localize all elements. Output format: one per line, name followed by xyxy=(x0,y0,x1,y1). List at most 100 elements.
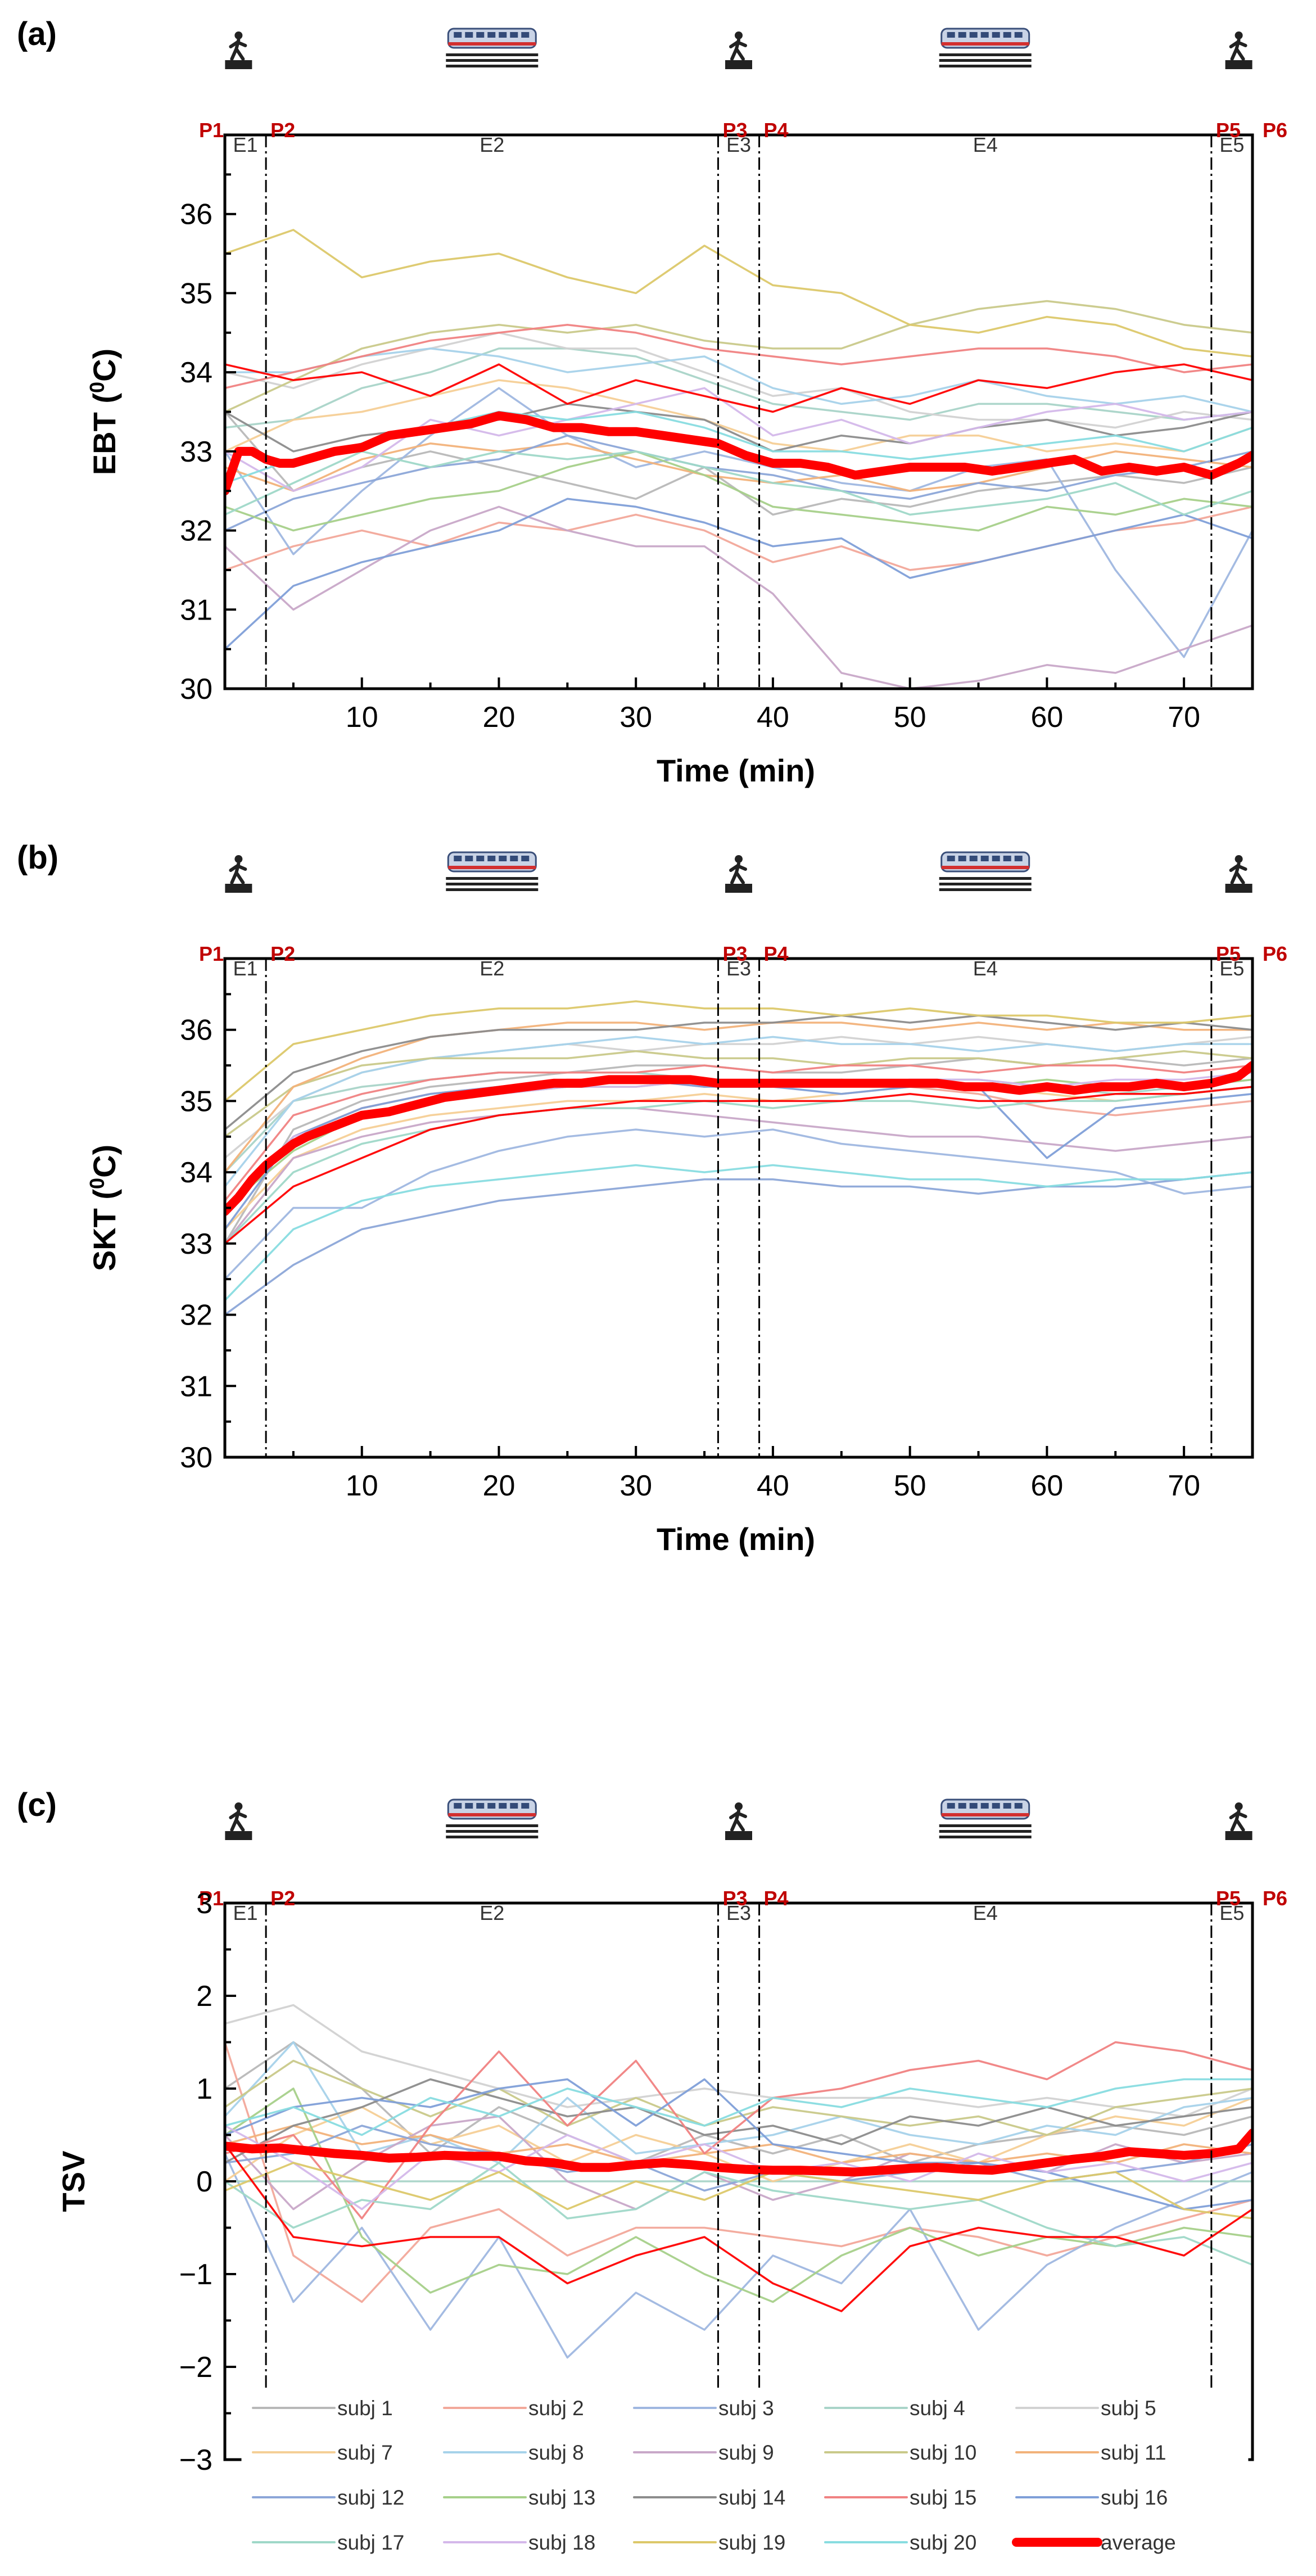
legend-entry: subj 20 xyxy=(824,2531,976,2554)
series-line-subj-17 xyxy=(225,2162,1252,2266)
x-tick-label: 70 xyxy=(1168,701,1200,734)
legend-label: subj 16 xyxy=(1101,2486,1168,2509)
environment-label: E3 xyxy=(726,1901,751,1924)
train-icon xyxy=(446,1798,539,1838)
train-icon-window xyxy=(510,856,518,861)
environment-label: E1 xyxy=(233,957,258,980)
legend-entry: subj 5 xyxy=(1015,2397,1156,2420)
series-line-subj-18 xyxy=(225,2125,1252,2211)
series-line-subj-10 xyxy=(225,1050,1252,1138)
subject-series-group xyxy=(225,229,1252,689)
series-line-subj-15 xyxy=(225,2041,1252,2220)
legend-label: subj 18 xyxy=(528,2531,595,2554)
legend-label: subj 9 xyxy=(718,2441,774,2464)
x-tick-label: 30 xyxy=(619,701,652,734)
walk-icon-figure xyxy=(1229,38,1247,61)
train-icon-window xyxy=(947,32,955,38)
phase-label: P2 xyxy=(270,119,295,142)
series-line-subj-19 xyxy=(225,229,1252,358)
x-tick-label: 20 xyxy=(483,1470,515,1502)
y-tick-label: 31 xyxy=(180,1370,212,1403)
legend-label: subj 7 xyxy=(337,2441,393,2464)
train-icon-window xyxy=(1003,856,1011,861)
train-icon-window xyxy=(476,856,485,861)
legend-label: subj 17 xyxy=(337,2531,404,2554)
series-line-subj-17 xyxy=(225,1086,1252,1245)
y-tick-label: 36 xyxy=(180,198,212,231)
legend-label: subj 15 xyxy=(910,2486,976,2509)
train-icon-window xyxy=(499,32,507,38)
panel-letter: (c) xyxy=(17,1787,57,1823)
series-line-subj-18 xyxy=(225,387,1252,492)
train-icon-window xyxy=(510,1803,518,1809)
y-tick-label: 32 xyxy=(180,1299,212,1332)
x-tick-label: 40 xyxy=(757,1470,789,1502)
legend-label: subj 1 xyxy=(337,2397,393,2420)
environment-label: E4 xyxy=(973,133,998,156)
series-line-subj-8 xyxy=(225,347,1252,413)
series-line-subj-16 xyxy=(225,1078,1252,1230)
environment-label: E4 xyxy=(973,1901,998,1924)
train-icon-window xyxy=(454,856,462,861)
phase-label: P6 xyxy=(1263,119,1287,142)
environment-label: E2 xyxy=(480,1901,504,1924)
pedestrian-icon xyxy=(1225,31,1252,69)
y-tick-label: 0 xyxy=(196,2166,212,2198)
series-line-subj-19 xyxy=(225,2162,1252,2220)
y-tick-label: 2 xyxy=(196,1980,212,2013)
series-line-subj-1 xyxy=(225,2041,1252,2164)
series-line-average xyxy=(225,363,1252,413)
phase-label: P5 xyxy=(1216,119,1241,142)
train-icon-stripe xyxy=(941,866,1029,869)
train-icon xyxy=(446,28,539,67)
train-icon-window xyxy=(521,856,530,861)
train-icon-track xyxy=(446,1830,539,1833)
series-line-subj-20 xyxy=(225,2078,1252,2136)
train-icon-track xyxy=(446,59,539,62)
y-tick-label: 32 xyxy=(180,515,212,548)
x-tick-label: 60 xyxy=(1030,1470,1063,1502)
y-axis-title-main: TSV xyxy=(56,2151,91,2212)
y-tick-label: 35 xyxy=(180,277,212,310)
train-icon-window xyxy=(980,32,989,38)
phase-label: P1 xyxy=(199,119,224,142)
panel-letter: (a) xyxy=(17,16,57,52)
environment-label: E5 xyxy=(1219,1901,1244,1924)
x-tick-label: 10 xyxy=(346,1470,378,1502)
pedestrian-icon xyxy=(725,31,752,69)
phase-label: P5 xyxy=(1216,942,1241,965)
legend-entry: subj 11 xyxy=(1015,2441,1166,2464)
series-line-subj-10 xyxy=(225,2059,1252,2136)
pedestrian-icon xyxy=(725,1802,752,1840)
phase-label: P5 xyxy=(1216,1887,1241,1910)
series-line-subj-8 xyxy=(225,1036,1252,1187)
walk-icon-figure xyxy=(729,38,747,61)
train-icon-window xyxy=(958,1803,966,1809)
train-icon-window xyxy=(947,856,955,861)
legend-entry: average xyxy=(1012,2531,1176,2554)
series-line-average xyxy=(225,2143,1252,2312)
train-icon-stripe xyxy=(941,1813,1029,1816)
y-tick-label: 33 xyxy=(180,436,212,468)
walk-icon-head xyxy=(1234,31,1243,39)
train-icon xyxy=(939,851,1032,891)
y-axis-title-main: SKT ( xyxy=(87,1189,122,1272)
y-tick-label: 36 xyxy=(180,1014,212,1047)
train-icon-track xyxy=(446,65,539,67)
series-line-subj-12 xyxy=(225,1171,1252,1316)
phase-label: P2 xyxy=(270,1887,295,1910)
train-icon-window xyxy=(476,1803,485,1809)
train-icon-stripe xyxy=(448,866,536,869)
walk-icon-head xyxy=(735,31,743,39)
walk-icon-base xyxy=(1225,1831,1252,1840)
legend-entry: subj 4 xyxy=(824,2397,965,2420)
phase-label: P6 xyxy=(1263,942,1287,965)
train-icon-window xyxy=(969,32,978,38)
train-icon-track xyxy=(939,877,1032,880)
y-tick-label: 31 xyxy=(180,594,212,626)
walk-icon-head xyxy=(1234,1802,1243,1810)
train-icon-track xyxy=(446,1824,539,1827)
legend-entry: subj 19 xyxy=(633,2531,785,2554)
environment-label: E2 xyxy=(480,133,504,156)
